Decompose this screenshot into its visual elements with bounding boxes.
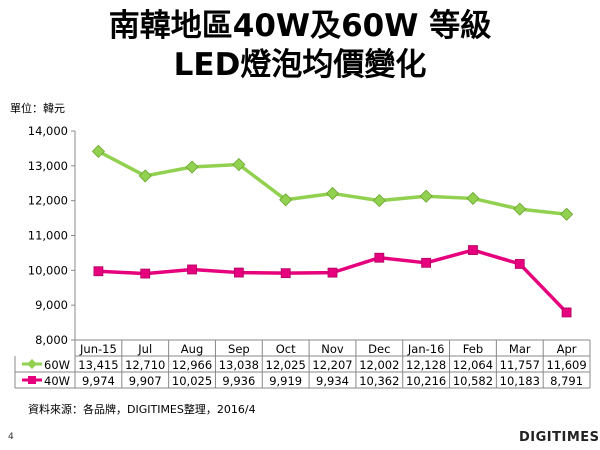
data-point-60W (513, 202, 527, 216)
x-category-label: Jul (137, 342, 152, 356)
page-number: 4 (8, 432, 14, 442)
legend-marker-60W (27, 359, 37, 369)
x-category-label: Jan-16 (407, 342, 445, 356)
data-label-40W: 10,582 (453, 374, 493, 388)
data-label-60W: 12,966 (172, 358, 212, 372)
x-category-label: Nov (321, 342, 344, 356)
x-category-label: Sep (228, 342, 250, 356)
x-category-label: Mar (509, 342, 531, 356)
data-point-60W (466, 191, 480, 206)
line-chart: 8,000 9,000 10,000 11,000 12,000 13,000 14,000… (14, 124, 591, 389)
data-point-40W (468, 245, 478, 255)
data-point-40W (421, 257, 432, 268)
chart-title-line2: LED燈泡均價變化 (173, 47, 427, 83)
data-label-60W: 11,609 (546, 358, 586, 372)
data-point-40W (187, 264, 197, 275)
x-category-label: Oct (276, 342, 296, 356)
data-point-60W (232, 157, 246, 172)
data-label-60W: 12,002 (359, 358, 399, 372)
chart-title-line1: 南韓地區40W及60W 等級 (108, 8, 492, 44)
data-label-40W: 10,183 (500, 374, 540, 388)
data-label-40W: 9,934 (316, 374, 349, 388)
y-tick-label: 10,000 (28, 263, 68, 277)
data-label-60W: 12,128 (406, 358, 446, 372)
data-label-40W: 10,362 (359, 374, 399, 388)
y-tick-label: 11,000 (28, 229, 68, 243)
data-point-60W (325, 186, 340, 201)
y-tick-label: 13,000 (28, 159, 68, 173)
data-point-60W (372, 194, 386, 208)
legend-label-40W: 40W (44, 374, 70, 388)
legend-label-60W: 60W (44, 358, 70, 372)
data-label-40W: 8,791 (550, 374, 583, 388)
data-point-60W (185, 160, 199, 174)
data-point-40W (374, 252, 385, 263)
data-label-40W: 9,919 (269, 374, 302, 388)
x-category-label: Apr (557, 342, 577, 356)
data-label-60W: 13,038 (219, 358, 259, 372)
y-tick-label: 14,000 (28, 124, 68, 138)
data-point-60W (138, 169, 152, 183)
legend-marker-40W (28, 376, 36, 384)
data-label-60W: 12,025 (266, 358, 306, 372)
x-category-label: Jun-15 (79, 342, 117, 356)
data-label-40W: 10,216 (406, 374, 446, 388)
source-note: 資料來源：各品牌，DIGITIMES整理，2016/4 (28, 403, 256, 416)
x-category-label: Dec (368, 342, 390, 356)
series-line-60W (97, 149, 567, 217)
data-point-40W (561, 307, 572, 318)
data-point-40W (514, 259, 525, 269)
data-point-40W (233, 267, 244, 278)
data-label-40W: 9,936 (222, 374, 255, 388)
x-category-label: Aug (181, 342, 203, 356)
data-point-40W (93, 266, 104, 277)
data-point-40W (280, 268, 291, 279)
data-point-40W (140, 268, 151, 279)
data-label-40W: 9,974 (82, 374, 115, 388)
y-tick-label: 8,000 (35, 333, 68, 347)
data-label-60W: 13,415 (78, 358, 118, 372)
x-category-label: Feb (463, 342, 483, 356)
data-point-40W (327, 267, 338, 278)
digitimes-logo: DIGITIMES (519, 430, 600, 445)
data-point-60W (560, 207, 574, 221)
data-point-60W (91, 144, 105, 158)
y-tick-label: 9,000 (35, 298, 68, 312)
data-point-60W (419, 189, 433, 203)
data-label-40W: 10,025 (172, 374, 212, 388)
data-point-60W (279, 193, 293, 207)
data-label-60W: 12,710 (125, 358, 165, 372)
data-label-40W: 9,907 (129, 374, 162, 388)
data-label-60W: 11,757 (500, 358, 540, 372)
series-line-40W (98, 248, 568, 314)
y-tick-label: 12,000 (28, 194, 68, 208)
data-label-60W: 12,064 (453, 358, 493, 372)
data-label-60W: 12,207 (312, 358, 352, 372)
unit-label: 單位：韓元 (10, 102, 65, 115)
